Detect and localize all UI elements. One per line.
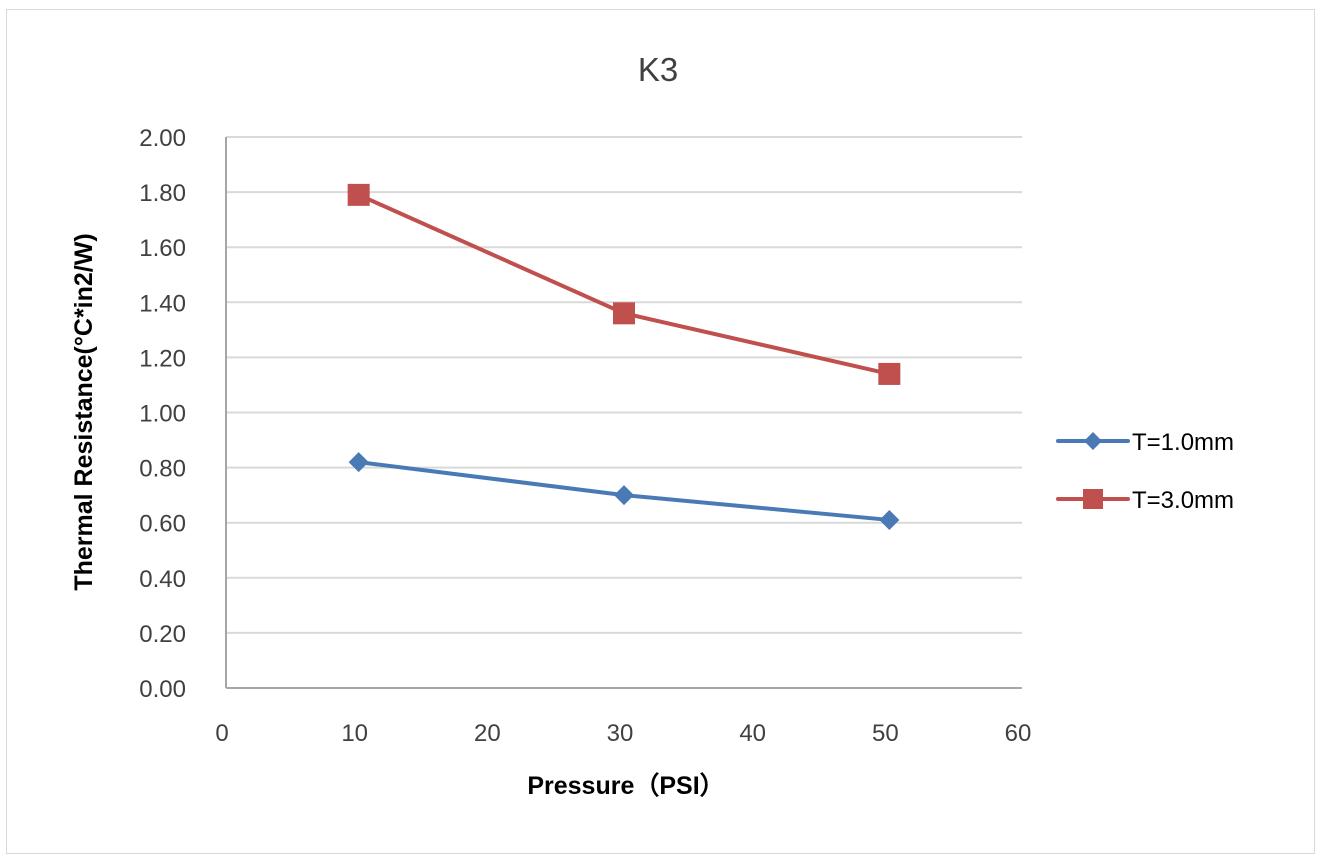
y-tick-label: 1.60 [139,235,186,262]
x-tick-labels: 0 10 20 30 40 50 60 [215,720,1031,747]
square-marker-icon [1083,489,1103,509]
y-tick-label: 0.60 [139,511,186,538]
x-tick-label: 60 [1005,720,1032,747]
y-tick-label: 2.00 [139,125,186,152]
y-tick-label: 1.00 [139,401,186,428]
gridlines [226,136,1022,634]
y-tick-label: 1.40 [139,290,186,317]
x-tick-label: 20 [474,720,501,747]
data-point [879,509,900,530]
series-group [347,183,901,530]
legend-label: T=1.0mm [1132,429,1234,456]
data-point [347,183,370,206]
legend-label: T=3.0mm [1132,487,1234,514]
y-tick-labels: 0.00 0.20 0.40 0.60 0.80 1.00 1.20 1.40 1.60 1.80… [139,125,186,703]
series-t-3-0mm [347,183,901,385]
data-point [613,302,635,325]
data-point [878,362,901,385]
x-tick-label: 40 [739,720,766,747]
chart-frame [6,9,1315,854]
legend-item: T=3.0mm [1056,487,1234,514]
y-tick-label: 0.40 [139,566,186,593]
data-point [614,485,634,506]
x-tick-label: 10 [341,720,368,747]
series-line [357,193,890,376]
y-tick-label: 1.20 [139,345,186,372]
chart-title: K3 [638,51,678,88]
data-point [348,452,369,473]
legend: T=1.0mm T=3.0mm [1056,429,1234,514]
y-axis-title: Thermal Resistance(°C*in2/W) [70,233,98,590]
y-tick-label: 0.00 [139,676,186,703]
y-tick-label: 1.80 [139,180,186,207]
x-axis-title: Pressure（PSI） [527,771,724,800]
x-tick-label: 30 [607,720,634,747]
series-t-1-0mm [348,452,900,530]
x-tick-label: 50 [872,720,899,747]
y-tick-label: 0.80 [139,456,186,483]
y-tick-label: 0.20 [139,621,186,648]
axes [225,137,1022,689]
diamond-marker-icon [1084,432,1102,450]
x-tick-label: 0 [215,720,228,747]
legend-item: T=1.0mm [1056,429,1234,456]
